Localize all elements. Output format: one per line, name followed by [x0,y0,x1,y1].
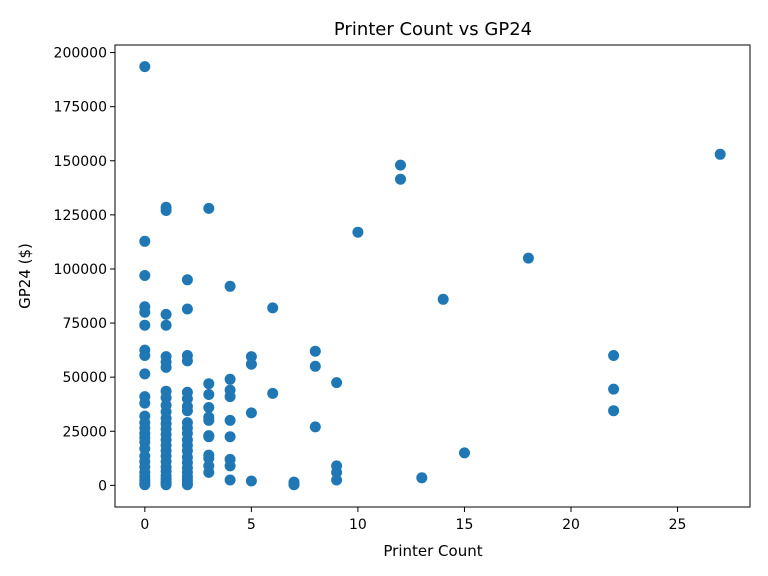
data-point [395,159,406,171]
data-point [203,389,215,400]
data-point [224,414,236,426]
data-point [203,414,215,426]
y-tick-label: 125000 [54,208,107,224]
data-point [139,350,151,361]
data-point [224,431,236,443]
data-point [245,358,257,370]
x-axis-label: Printer Count [383,542,482,560]
data-point [181,274,193,286]
data-point [608,405,620,417]
data-point [160,479,172,491]
data-point [139,368,151,380]
data-point [203,466,215,478]
data-point [309,345,321,357]
data-point [139,479,151,491]
data-point [203,431,215,443]
y-tick-label: 75000 [62,316,107,332]
data-point [224,373,236,385]
data-point [309,360,321,372]
y-tick-label: 50000 [62,370,107,386]
data-point [245,407,257,419]
data-point [139,235,151,247]
data-point [352,226,364,238]
x-tick-label: 15 [456,517,474,533]
data-point [181,393,193,405]
data-point [331,474,343,486]
data-point [139,270,151,281]
data-point [224,460,236,472]
data-point [139,319,151,331]
data-point [224,391,236,403]
y-tick-label: 200000 [54,46,107,62]
data-point [160,392,172,404]
data-point [608,383,620,395]
data-point [714,148,726,160]
data-point [608,350,620,361]
x-tick-label: 5 [247,517,256,533]
data-point [160,361,172,373]
data-point [245,351,257,363]
chart-title: Printer Count vs GP24 [334,19,532,40]
data-point [459,447,470,459]
plot-frame [114,44,751,508]
x-tick-label: 10 [349,517,367,533]
data-point [331,466,343,478]
data-point [224,474,236,486]
data-point [288,479,300,491]
data-point [181,355,193,367]
data-point [245,475,257,487]
data-point [160,308,172,320]
y-tick-label: 175000 [54,100,107,116]
y-axis-label: GP24 ($) [16,243,34,309]
data-point [139,397,151,409]
x-tick-label: 20 [562,517,580,533]
data-point [203,378,215,390]
x-axis: 0 5 10 15 20 25 [140,507,686,533]
data-point [309,421,321,433]
y-tick-label: 150000 [54,154,107,170]
data-point [437,293,449,305]
y-tick-label: 25000 [62,424,107,440]
data-point [416,472,428,484]
x-tick-label: 25 [669,517,687,533]
data-point [331,377,343,389]
y-axis: 0 25000 50000 75000 100000 125000 150000 175000… [54,46,115,494]
data-point [395,173,406,185]
data-point [160,319,172,331]
points-layer [139,61,726,491]
data-point [522,252,534,264]
x-tick-label: 0 [140,517,149,533]
y-tick-label: 0 [98,478,107,494]
y-tick-label: 100000 [54,262,107,278]
data-point [203,452,215,464]
data-point [224,280,236,292]
data-point [203,402,215,413]
data-point [203,202,215,214]
data-point [181,405,193,417]
data-point [267,387,279,399]
data-point [267,302,279,314]
data-point [139,306,151,318]
data-point [160,205,172,216]
data-point [181,479,193,491]
data-point [181,303,193,315]
data-point [139,61,151,73]
